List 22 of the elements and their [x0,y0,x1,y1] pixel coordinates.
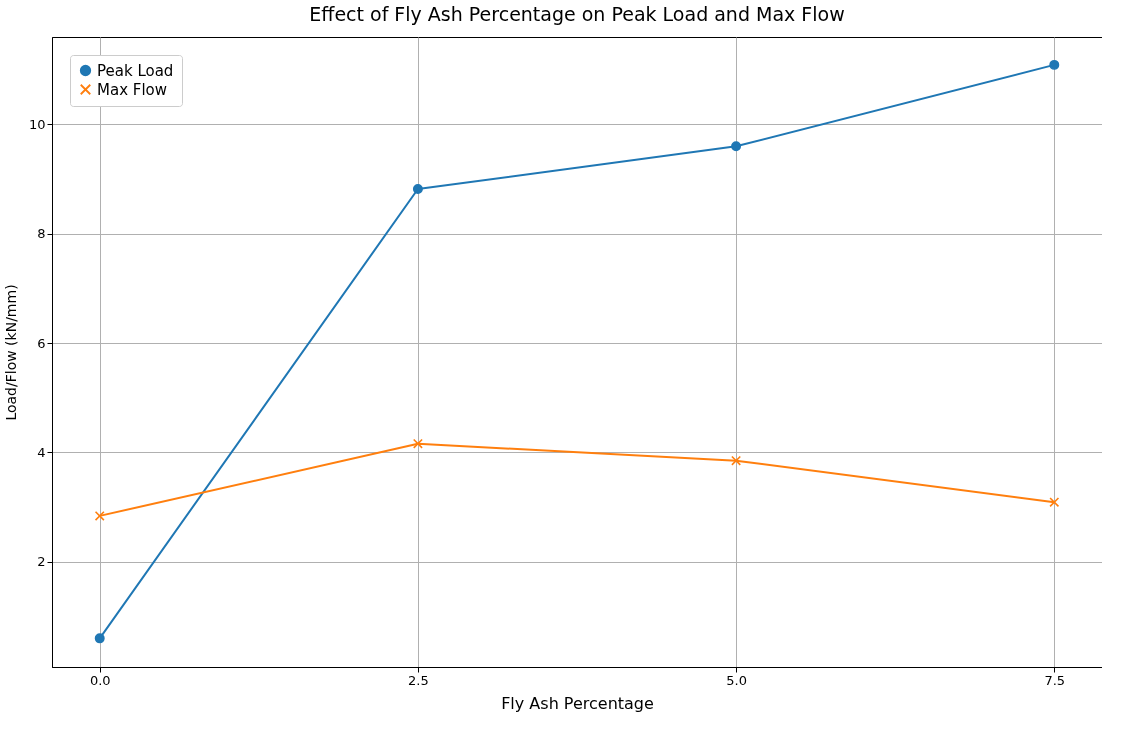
point [731,141,742,152]
y-tick-label: 2 [37,554,46,570]
chart-title: Effect of Fly Ash Percentage on Peak Load and Max Flow [309,3,845,25]
point [94,633,105,644]
point [1049,497,1060,508]
y-tick-label: 8 [37,226,46,242]
x-tick-label: 7.5 [1044,672,1066,688]
legend-label: Peak Load [97,61,174,80]
point [731,455,742,466]
y-tick-label: 10 [28,116,46,132]
point [1049,59,1060,70]
x-axis-title: Fly Ash Percentage [501,693,654,713]
y-axis-title: Load/Flow (kN/mm) [2,284,19,421]
x-tick-label: 2.5 [408,672,429,688]
point [412,438,423,449]
x-tick-label: 5.0 [726,672,747,688]
y-tick-label: 4 [37,444,46,460]
point [94,510,105,521]
y-tick-label: 6 [37,335,46,351]
legend-label: Max Flow [97,80,168,99]
x-tick-label: 0.0 [89,672,111,688]
point [412,184,423,194]
